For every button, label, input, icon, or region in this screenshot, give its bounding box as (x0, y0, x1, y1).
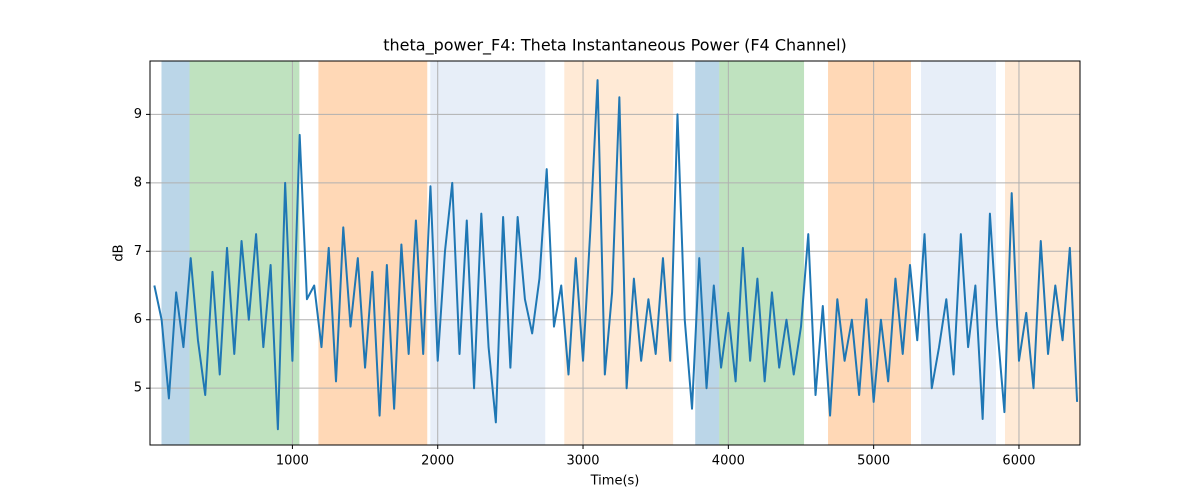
shaded-region (719, 61, 805, 445)
y-axis-label: dB (112, 244, 127, 261)
shaded-region (161, 61, 190, 445)
x-tick-label: 4000 (712, 454, 745, 469)
shaded-region (695, 61, 720, 445)
x-tick-label: 1000 (276, 454, 309, 469)
chart-title: theta_power_F4: Theta Instantaneous Powe… (383, 36, 847, 56)
x-tick-label: 3000 (566, 454, 599, 469)
x-axis-label: Time(s) (590, 474, 640, 489)
shaded-region (828, 61, 912, 445)
x-tick-label: 5000 (857, 454, 890, 469)
y-tick-label: 9 (134, 107, 142, 122)
y-tick-label: 5 (134, 381, 142, 396)
y-tick-label: 7 (134, 244, 142, 259)
shaded-region (189, 61, 300, 445)
x-tick-label: 6000 (1002, 454, 1035, 469)
plot-frame (149, 60, 1081, 446)
y-tick-label: 6 (134, 312, 142, 327)
shaded-region (430, 61, 546, 445)
data-line (153, 79, 1079, 431)
y-tick-label: 8 (134, 175, 142, 190)
shaded-region (318, 61, 428, 445)
x-tick-label: 2000 (421, 454, 454, 469)
